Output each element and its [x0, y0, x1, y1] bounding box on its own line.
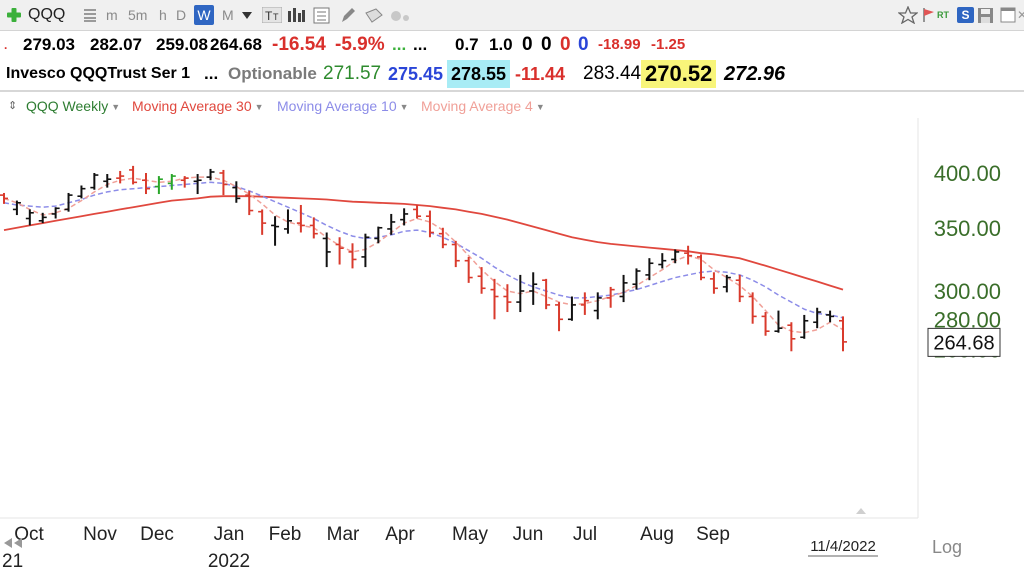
x-month-label: Apr: [385, 524, 415, 545]
x-month-label: Feb: [269, 524, 302, 545]
svg-text:T: T: [265, 9, 273, 23]
header-separator: [0, 90, 1024, 92]
period-w[interactable]: W: [194, 5, 214, 25]
last-price-box: [927, 327, 1001, 357]
period-m[interactable]: m: [106, 7, 118, 23]
legend-label-ma30: Moving Average 30: [132, 98, 252, 114]
dots-indicator-1: ...: [392, 35, 407, 54]
scale-type-label: Log: [932, 537, 962, 557]
star-icon[interactable]: [898, 6, 918, 24]
price-5: 283.44: [583, 63, 642, 84]
price-6-highlight: 270.52: [641, 60, 717, 88]
calculator-icon[interactable]: [313, 7, 331, 24]
dots-indicator-3: ...: [204, 64, 219, 83]
moving-average-10-line: [3, 181, 844, 319]
chart-legend: ⇕ QQQ Weekly ▼ Moving Average 30 ▼ Moving …: [0, 93, 1024, 119]
svg-text:T: T: [273, 12, 279, 22]
count-3: 0: [560, 34, 571, 55]
legend-label-ma4: Moving Average 4: [421, 98, 533, 114]
x-month-label: Mar: [327, 524, 360, 545]
x-month-label: May: [452, 524, 488, 545]
grid-icon[interactable]: [84, 9, 96, 22]
scroll-left-icon: [4, 538, 22, 548]
y-tick-label: 400.00: [934, 161, 1001, 186]
legend-dropdown-icon[interactable]: ▼: [399, 102, 409, 112]
price-4: -11.44: [515, 64, 566, 84]
period-d[interactable]: D: [176, 7, 187, 23]
last-price-label: 264.68: [933, 332, 994, 354]
tag-icon[interactable]: [364, 7, 384, 24]
scroll-marker-icon: [856, 508, 866, 514]
legend-series-ma30[interactable]: Moving Average 30 ▼: [132, 93, 264, 120]
legend-series-ma10[interactable]: Moving Average 10 ▼: [277, 93, 409, 120]
pencil-icon[interactable]: [340, 6, 356, 24]
optionable-label: Optionable: [228, 64, 317, 83]
status-dot: .: [4, 38, 8, 52]
x-month-label: Aug: [640, 524, 674, 545]
quote-row-1: . 279.03 282.07 259.08 264.68 -16.54 -5.…: [0, 31, 1024, 59]
legend-series-ma4[interactable]: Moving Average 4 ▼: [421, 93, 545, 120]
save-icon[interactable]: [977, 7, 994, 24]
plus-icon[interactable]: [6, 7, 22, 23]
close-icon[interactable]: ✕: [1017, 8, 1024, 22]
change-pct-value: -5.9%: [335, 34, 385, 55]
y-tick-label: 350.00: [934, 216, 1001, 241]
x-month-label: Nov: [83, 524, 117, 545]
y-tick-label: 300.00: [934, 279, 1001, 304]
x-year-label: 2022: [208, 551, 250, 572]
high-value: 282.07: [90, 35, 142, 54]
open-value: 279.03: [23, 35, 75, 54]
alert-flag-icon[interactable]: [922, 7, 936, 23]
x-month-label: Sep: [696, 524, 730, 545]
count-1: 0: [522, 34, 533, 55]
change-value: -16.54: [272, 34, 326, 55]
moving-average-30-line: [3, 195, 844, 291]
price-2: 275.45: [388, 64, 444, 84]
x-month-label: Jul: [573, 524, 597, 545]
x-month-label: Jan: [214, 524, 245, 545]
price-7: 272.96: [724, 63, 786, 85]
price-1: 271.57: [323, 63, 382, 84]
legend-dropdown-icon[interactable]: ▼: [254, 102, 264, 112]
close-value: 264.68: [210, 35, 262, 54]
legend-label-ma10: Moving Average 10: [277, 98, 397, 114]
count-2: 0: [541, 34, 552, 55]
count-4: 0: [578, 34, 589, 55]
x-year-label-left: 21: [2, 551, 23, 572]
legend-dropdown-icon[interactable]: ▼: [111, 102, 121, 112]
rt-badge-icon[interactable]: RT: [937, 10, 949, 20]
period-5m[interactable]: 5m: [128, 7, 148, 23]
x-month-label: Jun: [513, 524, 544, 545]
instrument-name: Invesco QQQTrust Ser 1: [6, 65, 191, 82]
negative-value-1: -18.99: [598, 36, 641, 53]
legend-label-qqq: QQQ Weekly: [26, 98, 109, 114]
quote-row-2: Invesco QQQTrust Ser 1 ... Optionable 27…: [0, 60, 1024, 88]
symbol-field[interactable]: QQQ: [28, 6, 66, 23]
value-1-0: 1.0: [489, 35, 513, 54]
legend-series-qqq[interactable]: QQQ Weekly ▼: [26, 93, 120, 120]
price-chart[interactable]: 260.00280.00300.00350.00400.00264.68OctN…: [0, 118, 1024, 574]
price-3-highlight: 278.55: [447, 60, 511, 88]
period-mo[interactable]: M: [222, 7, 234, 23]
period-h[interactable]: h: [159, 7, 167, 23]
value-0-7: 0.7: [455, 35, 479, 54]
x-month-label: Dec: [140, 524, 174, 545]
legend-dropdown-icon[interactable]: ▼: [535, 102, 545, 112]
bar-chart-icon[interactable]: [287, 8, 305, 22]
circle-icon[interactable]: [390, 8, 410, 24]
window-icon[interactable]: [1000, 7, 1016, 23]
s-badge-icon[interactable]: S: [957, 7, 974, 23]
low-value: 259.08: [156, 35, 208, 54]
dropdown-icon[interactable]: [242, 12, 252, 19]
negative-value-2: -1.25: [651, 36, 686, 53]
current-date-label: 11/4/2022: [810, 538, 876, 555]
legend-handle-icon[interactable]: ⇕: [8, 100, 18, 112]
dots-indicator-2: ...: [413, 35, 428, 54]
